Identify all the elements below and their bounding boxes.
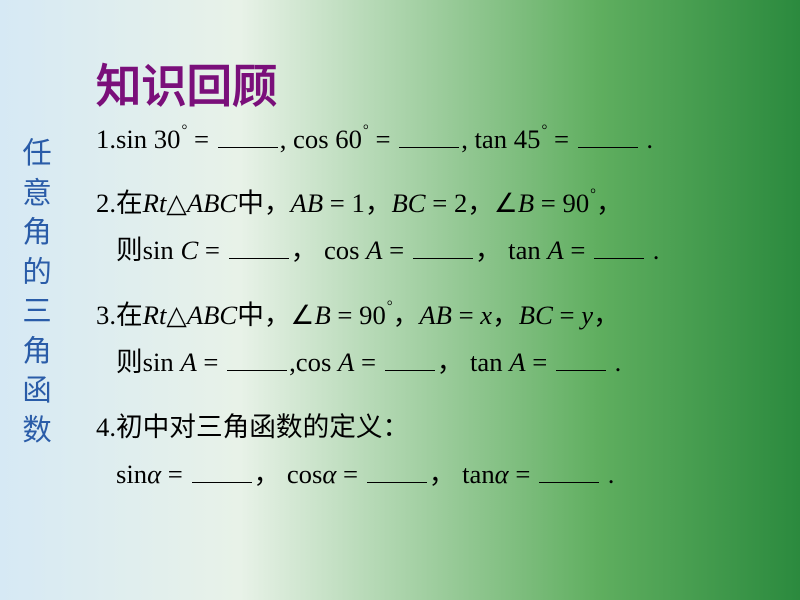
slide: 任意角的三角函数 知识回顾 1.sin 30° = , cos 60° = , …: [0, 0, 800, 600]
slide-heading: 知识回顾: [96, 50, 277, 116]
fill-blank: [399, 120, 459, 148]
slide-body: 1.sin 30° = , cos 60° = , tan 45° = . 2.在…: [96, 120, 736, 517]
question-2: 2.在Rt△ABC中，AB = 1，BC = 2，∠B = 90°， 则sin C…: [96, 181, 736, 267]
vertical-title-char: 角: [22, 214, 52, 254]
fill-blank: [385, 343, 435, 371]
question-3: 3.在Rt△ABC中，∠B = 90°，AB = x，BC = y， 则sin A…: [96, 293, 736, 379]
vertical-title-char: 函: [22, 372, 52, 412]
vertical-title-char: 意: [22, 175, 52, 215]
question-line: 3.在Rt△ABC中，∠B = 90°，AB = x，BC = y，: [96, 293, 736, 332]
fill-blank: [192, 455, 252, 483]
fill-blank: [539, 455, 599, 483]
vertical-title-char: 任: [22, 135, 52, 175]
question-line: 则sin C = ， cos A = ， tan A = .: [96, 228, 736, 267]
question-line: 1.sin 30° = , cos 60° = , tan 45° = .: [96, 120, 736, 155]
fill-blank: [413, 231, 473, 259]
question-line: 4.初中对三角函数的定义：: [96, 405, 736, 444]
question-line: 则sin A = ,cos A = ， tan A = .: [96, 340, 736, 379]
vertical-title: 任意角的三角函数: [22, 135, 52, 452]
vertical-title-char: 角: [22, 333, 52, 373]
vertical-title-char: 的: [22, 254, 52, 294]
fill-blank: [578, 120, 638, 148]
fill-blank: [367, 455, 427, 483]
fill-blank: [594, 231, 644, 259]
fill-blank: [227, 343, 287, 371]
fill-blank: [218, 120, 278, 148]
question-line: sinα = ， cosα = ， tanα = .: [96, 452, 736, 491]
fill-blank: [556, 343, 606, 371]
question-1: 1.sin 30° = , cos 60° = , tan 45° = .: [96, 120, 736, 155]
vertical-title-char: 数: [22, 412, 52, 452]
fill-blank: [229, 231, 289, 259]
question-line: 2.在Rt△ABC中，AB = 1，BC = 2，∠B = 90°，: [96, 181, 736, 220]
vertical-title-char: 三: [22, 293, 52, 333]
question-4: 4.初中对三角函数的定义： sinα = ， cosα = ， tanα = .: [96, 405, 736, 491]
